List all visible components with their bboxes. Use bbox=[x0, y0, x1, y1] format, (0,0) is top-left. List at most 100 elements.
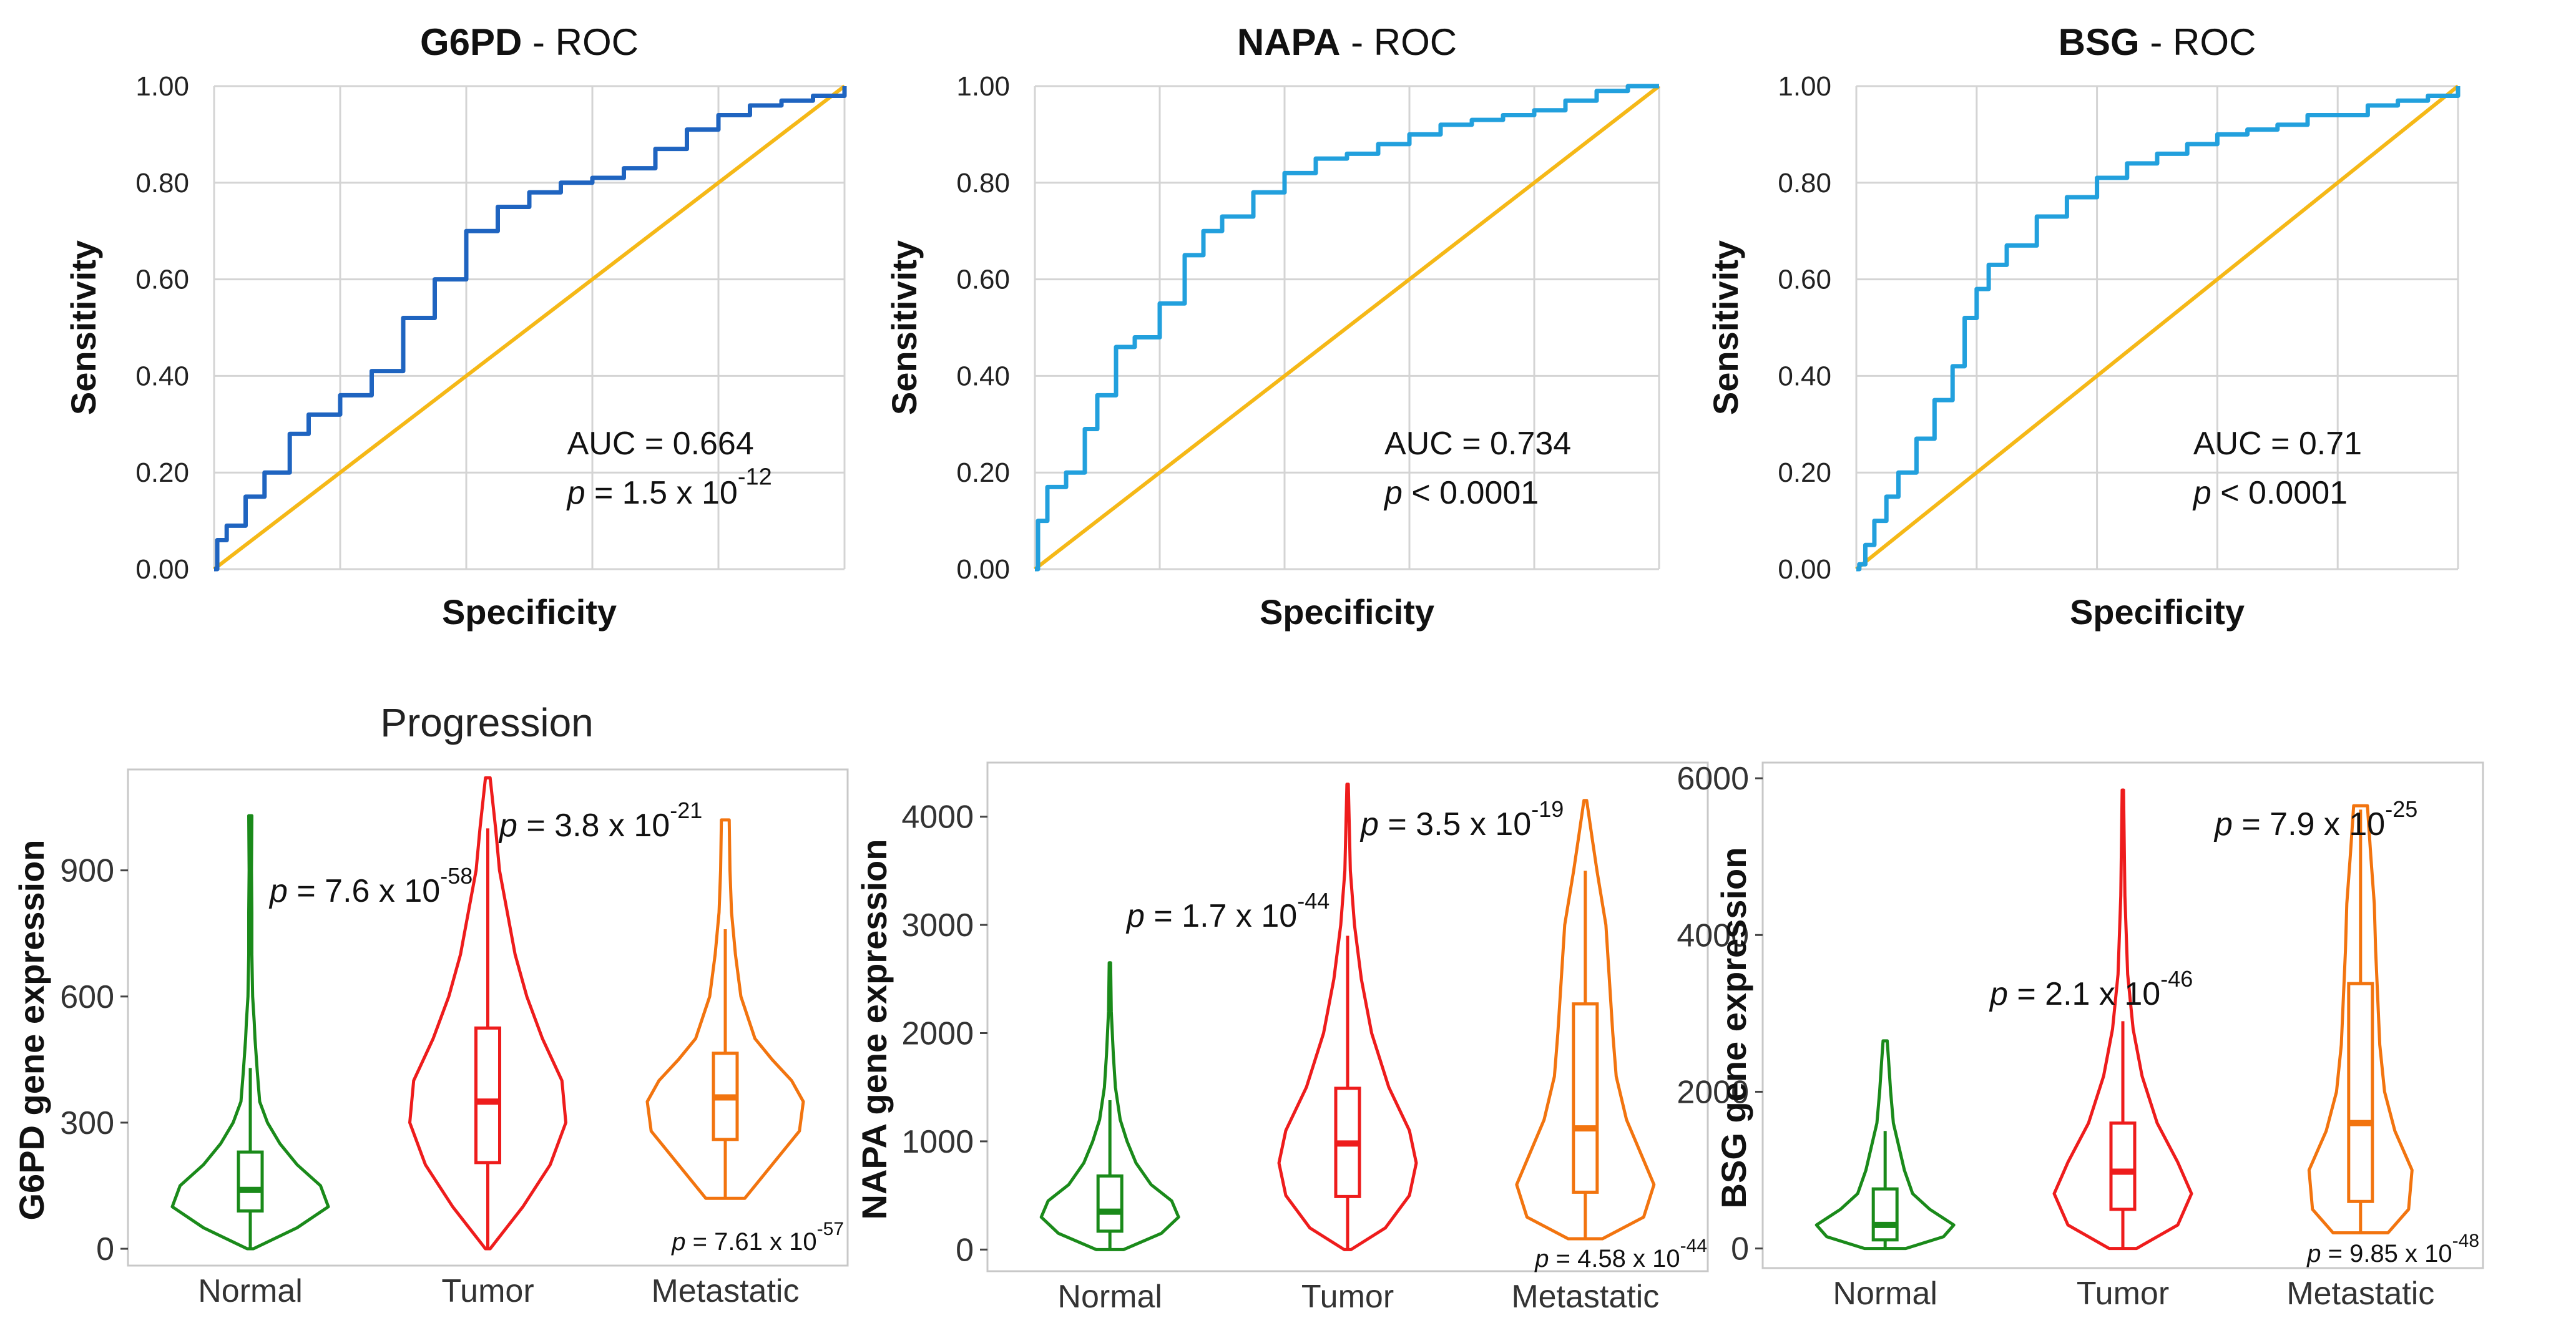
y-tick-label: 1.00 bbox=[1778, 71, 1831, 102]
p-value-exponent: -19 bbox=[1531, 796, 1564, 822]
y-tick-label: 0 bbox=[956, 1232, 974, 1268]
x-category-label: Normal bbox=[1057, 1279, 1162, 1315]
p-value-exponent: -58 bbox=[440, 863, 473, 889]
roc-title-gene: BSG bbox=[2059, 21, 2140, 63]
roc-panel-g6pd: G6PD - ROC 0.00 0.20 0.40 0.60 0.80 1.00 Specif… bbox=[64, 21, 847, 632]
violin-tumor bbox=[2052, 788, 2193, 1251]
y-axis-label: Sensitivity bbox=[884, 240, 924, 415]
p-value-text: = 9.85 x 10 bbox=[2321, 1240, 2452, 1267]
violin-tumor bbox=[1277, 783, 1418, 1251]
roc-title: BSG - ROC bbox=[2059, 21, 2256, 63]
roc-title-gene: NAPA bbox=[1237, 21, 1341, 63]
y-tick-label: 0.00 bbox=[1778, 554, 1831, 585]
violin-normal bbox=[1814, 1039, 1956, 1251]
y-tick-label: 3000 bbox=[901, 907, 974, 944]
y-tick-label: 0 bbox=[96, 1231, 114, 1267]
violin-outline bbox=[1039, 961, 1180, 1251]
y-tick-label: 0.20 bbox=[135, 457, 189, 488]
y-tick-label: 0.00 bbox=[135, 554, 189, 585]
y-tick-label: 4000 bbox=[901, 799, 974, 836]
violin-p-value: p = 9.85 x 10-48 bbox=[2306, 1231, 2479, 1267]
plot-frame bbox=[127, 768, 849, 1267]
p-value-text: < 0.0001 bbox=[1403, 475, 1539, 511]
y-tick-label: 0 bbox=[1731, 1231, 1749, 1267]
p-symbol: p bbox=[1125, 898, 1145, 934]
y-tick-label: 600 bbox=[60, 979, 114, 1015]
p-symbol: p bbox=[1989, 976, 2008, 1012]
violin-outline bbox=[408, 776, 567, 1251]
box-iqr bbox=[237, 1150, 264, 1213]
p-symbol: p bbox=[1534, 1245, 1549, 1272]
plot-frame bbox=[1761, 761, 2484, 1269]
p-value-text: = 7.9 x 10 bbox=[2233, 806, 2385, 842]
roc-title: G6PD - ROC bbox=[420, 21, 639, 63]
violin-p-value: p = 7.6 x 10-58 bbox=[268, 863, 473, 909]
roc-panel-napa: NAPA - ROC 0.00 0.20 0.40 0.60 0.80 1.00 Specif… bbox=[884, 21, 1660, 632]
p-value-exponent: -44 bbox=[1297, 888, 1330, 914]
y-tick-label: 0.80 bbox=[956, 168, 1010, 198]
p-value-text: = 1.7 x 10 bbox=[1145, 898, 1297, 934]
y-tick-label: 0.60 bbox=[135, 265, 189, 295]
box-iqr bbox=[2347, 982, 2374, 1203]
roc-curve bbox=[214, 86, 847, 572]
p-symbol: p bbox=[498, 808, 517, 844]
y-tick-label: 0.20 bbox=[956, 457, 1010, 488]
p-value-exponent: -25 bbox=[2385, 796, 2417, 822]
y-tick-label: 0.00 bbox=[956, 554, 1010, 585]
violin-p-value: p = 3.5 x 10-19 bbox=[1359, 796, 1564, 842]
violin-metastatic bbox=[1515, 799, 1656, 1241]
x-category-label: Tumor bbox=[1301, 1279, 1394, 1315]
y-tick-label: 0.40 bbox=[135, 361, 189, 391]
violin-outline bbox=[1515, 799, 1656, 1241]
y-tick-label: 2000 bbox=[901, 1016, 974, 1052]
x-category-label: Tumor bbox=[2077, 1276, 2169, 1312]
violin-p-value: p = 3.8 x 10-21 bbox=[498, 798, 702, 844]
x-axis-label: Specificity bbox=[442, 592, 617, 632]
violin-normal bbox=[170, 814, 330, 1251]
auc-label: AUC = 0.71 bbox=[2193, 426, 2362, 462]
x-category-label: Tumor bbox=[441, 1273, 534, 1309]
violin-panel-bsg: 0 2000 4000 6000 Normal Tumor Metastatic BSG ge… bbox=[1677, 761, 2484, 1312]
y-tick-label: 1000 bbox=[901, 1124, 974, 1160]
x-category-label: Metastatic bbox=[1511, 1279, 1659, 1315]
plot-frame bbox=[986, 761, 1709, 1272]
violin-p-value: p = 7.61 x 10-57 bbox=[671, 1219, 844, 1256]
violin-p-value: p = 4.58 x 10-44 bbox=[1534, 1236, 1707, 1272]
p-symbol: p bbox=[566, 475, 585, 511]
roc-title: NAPA - ROC bbox=[1237, 21, 1457, 63]
auc-label: AUC = 0.734 bbox=[1384, 426, 1571, 462]
y-tick-label: 900 bbox=[60, 853, 114, 889]
p-value-exponent: -48 bbox=[2452, 1231, 2479, 1251]
p-value-exponent: -44 bbox=[1680, 1236, 1707, 1256]
p-value-text: = 1.5 x 10 bbox=[585, 475, 738, 511]
y-tick-label: 0.60 bbox=[956, 265, 1010, 295]
p-value-exponent: -57 bbox=[817, 1219, 844, 1239]
box-iqr bbox=[1572, 1002, 1599, 1194]
y-axis-label: Sensitivity bbox=[1706, 240, 1745, 415]
violin-outline bbox=[170, 814, 330, 1251]
violin-normal bbox=[1039, 961, 1180, 1251]
y-tick-label: 2000 bbox=[1677, 1074, 1749, 1110]
y-axis-label: BSG gene expression bbox=[1714, 847, 1753, 1209]
roc-title-suffix: - ROC bbox=[1340, 21, 1457, 63]
violin-outline bbox=[1814, 1039, 1956, 1251]
x-category-label: Normal bbox=[198, 1273, 303, 1309]
roc-title-gene: G6PD bbox=[420, 21, 522, 63]
box-iqr bbox=[1871, 1187, 1899, 1242]
y-tick-label: 1.00 bbox=[956, 71, 1010, 102]
p-symbol: p bbox=[268, 873, 288, 909]
y-tick-label: 4000 bbox=[1677, 917, 1749, 954]
violin-outline bbox=[645, 818, 805, 1200]
p-symbol: p bbox=[2213, 806, 2233, 842]
roc-curve bbox=[1856, 86, 2461, 572]
x-axis-label: Specificity bbox=[2070, 592, 2245, 632]
y-axis-label: Sensitivity bbox=[64, 240, 103, 415]
reference-diagonal-line bbox=[213, 84, 846, 571]
y-tick-label: 1.00 bbox=[135, 71, 189, 102]
y-tick-label: 300 bbox=[60, 1105, 114, 1141]
y-tick-label: 0.20 bbox=[1778, 457, 1831, 488]
p-value-text: < 0.0001 bbox=[2211, 475, 2348, 511]
violin-p-value: p = 7.9 x 10-25 bbox=[2213, 796, 2417, 842]
p-symbol: p bbox=[2192, 475, 2211, 511]
violin-tumor bbox=[408, 776, 567, 1251]
